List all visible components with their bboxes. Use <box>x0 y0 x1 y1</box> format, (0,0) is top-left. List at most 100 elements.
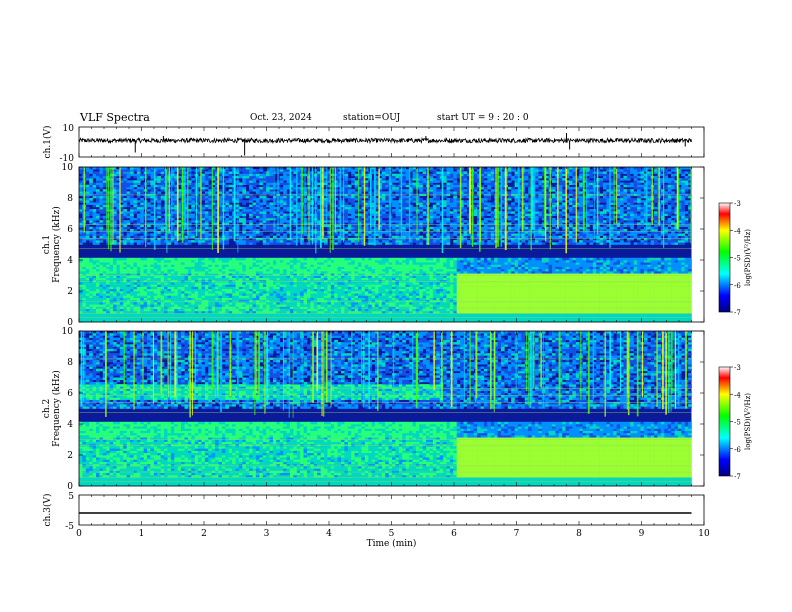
spectrogram-cell <box>218 295 223 298</box>
spectrogram-cell <box>548 288 553 292</box>
spectrogram-cell <box>446 279 451 283</box>
spectrogram-cell <box>150 275 155 279</box>
spectrogram-cell <box>164 266 168 270</box>
spectrogram-cell <box>620 299 624 303</box>
spectrogram-cell <box>167 297 172 301</box>
spectrogram-cell <box>204 273 209 276</box>
spectrogram-cell <box>92 315 97 318</box>
spectrogram-cell <box>160 315 165 318</box>
spectrogram-cell <box>422 317 427 321</box>
spectrogram-cell <box>603 295 607 298</box>
spectrogram-cell <box>198 266 202 270</box>
spectrogram-cell <box>426 319 430 323</box>
spectrogram-cell <box>89 313 93 316</box>
spectrogram-cell <box>317 266 321 270</box>
spectrogram-cell <box>99 279 104 283</box>
spectrogram-cell <box>507 302 512 305</box>
spectrogram-cell <box>500 308 505 312</box>
spectrogram-cell <box>324 291 328 294</box>
spectrogram-cell <box>354 313 359 316</box>
spectrogram-cell <box>157 262 161 265</box>
spectrogram-cell <box>92 299 97 303</box>
spectrogram-cell <box>609 313 614 316</box>
spectrogram-cell <box>102 297 107 301</box>
spectrogram-cell <box>259 288 264 292</box>
spectrogram-cell <box>289 295 294 298</box>
spectrogram-cell <box>446 268 451 272</box>
spectrogram-cell <box>181 273 185 276</box>
spectrogram-cell <box>218 262 223 265</box>
spectrogram-cell <box>412 286 417 290</box>
spectrogram-cell <box>531 317 536 321</box>
spectrogram-cell <box>402 291 406 294</box>
spectrogram-cell <box>283 299 287 303</box>
spectrogram-cell <box>443 302 447 305</box>
spectrogram-cell <box>123 315 127 318</box>
spectrogram-cell <box>130 286 134 290</box>
spectrogram-cell <box>269 310 274 314</box>
spectrogram-cell <box>184 284 189 287</box>
spectrogram-cell <box>228 262 233 265</box>
spectrogram-cell <box>221 317 226 321</box>
spectrogram-cell <box>684 288 689 292</box>
spectrogram-cell <box>541 306 546 310</box>
spectrogram-cell <box>123 275 127 279</box>
spectrogram-cell <box>609 277 614 281</box>
spectrogram-cell <box>375 277 379 281</box>
spectrogram-cell <box>341 295 345 298</box>
spectrogram-cell <box>582 306 587 310</box>
spectrogram-cell <box>130 275 134 279</box>
spectrogram-cell <box>453 315 458 318</box>
spectrogram-cell <box>208 273 213 276</box>
spectrogram-cell <box>320 284 325 287</box>
spectrogram-cell <box>317 284 321 287</box>
spectrogram-cell <box>228 273 233 276</box>
spectrogram-cell <box>671 315 675 318</box>
spectrogram-cell <box>221 291 226 294</box>
spectrogram-cell <box>130 308 134 312</box>
spectrogram-cell <box>504 293 509 296</box>
spectrogram-cell <box>545 264 549 267</box>
spectrogram-cell <box>460 277 464 281</box>
spectrogram-cell <box>436 295 440 298</box>
spectrogram-cell <box>324 308 328 312</box>
spectrogram-cell <box>341 273 345 276</box>
spectrogram-cell <box>582 308 587 312</box>
spectrogram-cell <box>579 304 583 307</box>
spectrogram-cell <box>79 308 83 312</box>
spectrogram-cell <box>436 317 440 321</box>
spectrogram-cell <box>289 268 294 272</box>
spectrogram-cell <box>371 304 376 307</box>
spectrogram-cell <box>494 299 498 303</box>
spectrogram-cell <box>405 284 410 287</box>
spectrogram-cell <box>392 286 396 290</box>
spectrogram-cell <box>589 275 594 279</box>
spectrogram-cell <box>517 319 522 323</box>
spectrogram-cell <box>398 277 403 281</box>
spectrogram-cell <box>191 319 195 323</box>
spectrogram-cell <box>517 288 522 292</box>
spectrogram-cell <box>177 282 182 285</box>
spectrogram-cell <box>473 299 478 303</box>
spectrogram-cell <box>575 302 580 305</box>
spectrogram-cell <box>181 262 185 265</box>
spectrogram-cell <box>358 315 362 318</box>
spectrogram-cell <box>623 317 628 321</box>
spectrogram-cell <box>684 277 689 281</box>
spectrogram-cell <box>337 295 342 298</box>
spectrogram-cell <box>647 273 651 276</box>
spectrogram-cell <box>419 297 423 301</box>
spectrogram-cell <box>306 302 311 305</box>
spectrogram-cell <box>317 306 321 310</box>
spectrogram-cell <box>296 284 301 287</box>
spectrogram-cell <box>405 315 410 318</box>
spectrogram-cell <box>538 295 543 298</box>
spectrogram-cell <box>245 310 250 314</box>
spectrogram-cell <box>432 310 437 314</box>
spectrogram-cell <box>245 266 250 270</box>
spectrogram-cell <box>341 313 345 316</box>
spectrogram-cell <box>667 266 672 270</box>
spectrogram-cell <box>596 317 600 321</box>
spectrogram-cell <box>436 275 440 279</box>
spectrogram-cell <box>157 310 161 314</box>
